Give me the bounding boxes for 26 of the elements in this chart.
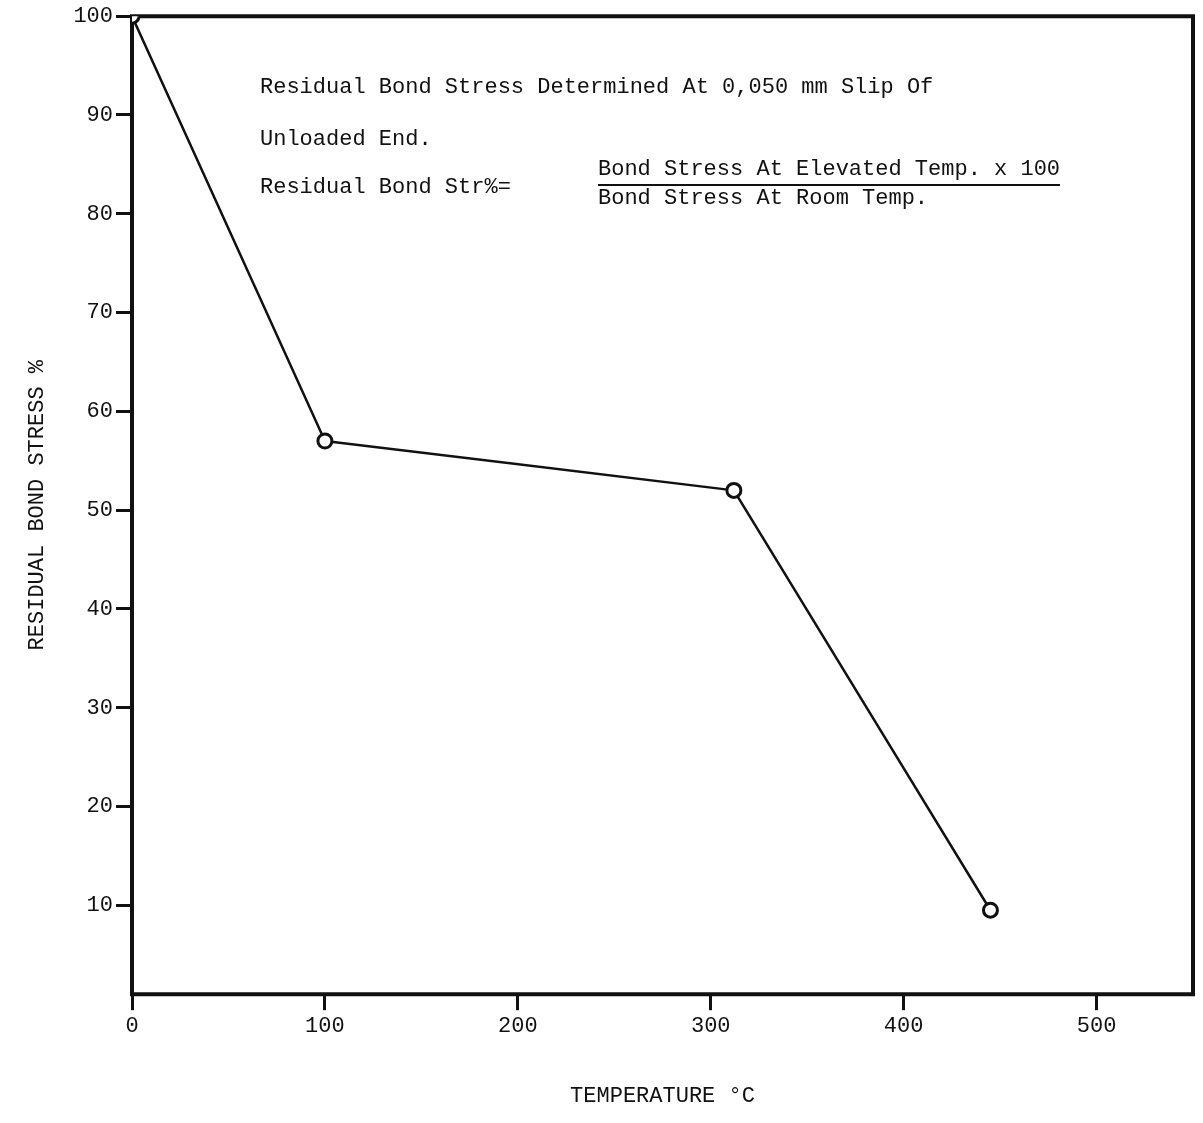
point: [981, 901, 999, 919]
point: [316, 432, 334, 450]
y-tick-label: 80: [86, 201, 114, 227]
y-tick-label: 30: [86, 695, 114, 721]
y-tick-label: 50: [86, 497, 114, 523]
y-tick-label: 70: [86, 300, 114, 326]
point: [725, 481, 743, 499]
annotation: Bond Stress At Room Temp.: [598, 186, 930, 211]
annotation: Residual Bond Stress Determined At 0,050 mm Slip Of: [260, 75, 934, 100]
x-axis-title: TEMPERATURE °C: [570, 1083, 755, 1109]
annotation: Residual Bond Str%=: [260, 175, 511, 200]
x-tick-label: 200: [498, 1014, 538, 1040]
y-axis-title: RESIDUAL BOND STRESS %: [25, 359, 51, 651]
annotation: Unloaded End.: [260, 127, 432, 152]
x-tick-label: 300: [690, 1014, 731, 1040]
y-tick-label: 100: [73, 4, 114, 30]
x-tick-label: 100: [305, 1014, 345, 1040]
y-tick-label: 10: [86, 893, 114, 919]
x-tick-label: 400: [883, 1014, 924, 1040]
x-tick-label: 0: [125, 1014, 139, 1040]
y-tick-label: 60: [86, 399, 114, 425]
y-tick-label: 90: [86, 102, 114, 128]
y-tick-label: 40: [86, 596, 114, 622]
y-tick-label: 20: [86, 794, 114, 820]
annotation: Bond Stress At Elevated Temp. x 100: [598, 157, 1061, 186]
x-tick-label: 500: [1076, 1014, 1117, 1040]
